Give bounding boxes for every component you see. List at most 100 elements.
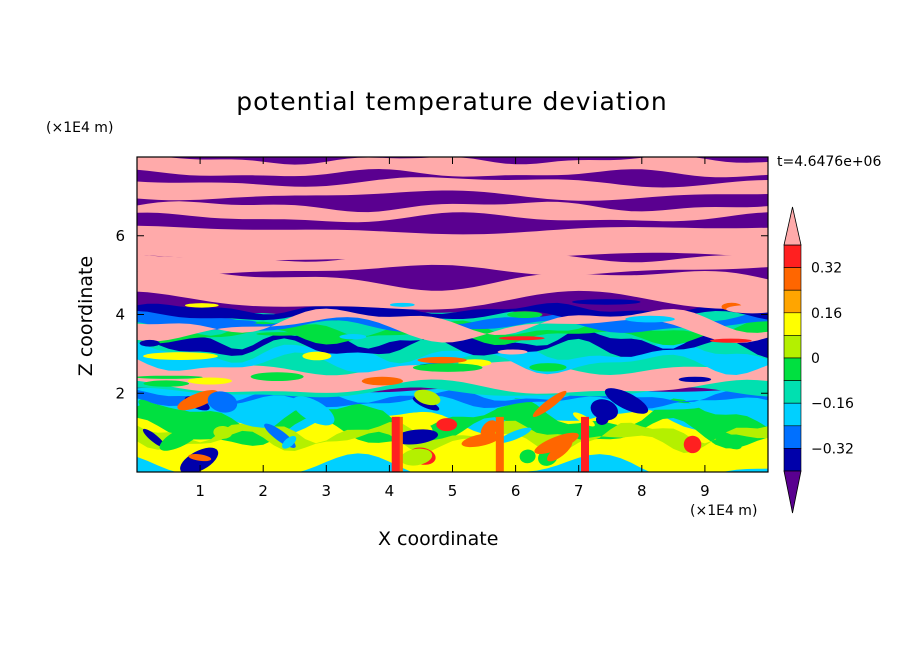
colorbar-bin: [783, 448, 802, 472]
colorbar-bin: [783, 380, 802, 404]
field-eddy: [461, 433, 501, 448]
field-eddy: [393, 429, 439, 445]
field-filament: [625, 315, 675, 323]
x-tick-label: 4: [385, 482, 395, 500]
field-filament: [572, 299, 641, 305]
field-band: [137, 308, 768, 343]
field-filament: [529, 363, 567, 372]
field-band: [137, 225, 768, 260]
x-tick-label: 5: [448, 482, 458, 500]
time-label: t=4.6476e+06: [777, 154, 882, 170]
field-eddy: [292, 396, 335, 426]
field-filament: [139, 339, 160, 347]
field-filament: [417, 356, 467, 364]
y-tick-label: 6: [115, 227, 125, 245]
field-eddy: [604, 388, 649, 414]
x-tick-label: 9: [700, 482, 710, 500]
field-filament: [187, 377, 232, 385]
colorbar-tick-label: 0.16: [811, 306, 842, 322]
colorbar-bin: [783, 335, 802, 359]
field-eddy: [177, 390, 219, 411]
colorbar-extend-top: [783, 206, 802, 246]
colorbar-extend-bottom: [783, 470, 802, 514]
field-plume: [391, 416, 400, 472]
field-eddy: [142, 428, 165, 448]
field-filament: [359, 298, 403, 302]
x-axis-label: X coordinate: [378, 528, 499, 550]
x-tick-label: 6: [511, 482, 521, 500]
x-tick-label: 1: [195, 482, 205, 500]
field-filament: [202, 319, 257, 325]
field-band: [137, 358, 768, 394]
field-plume: [495, 416, 504, 472]
x-tick-label: 2: [258, 482, 268, 500]
field-filament: [137, 375, 203, 379]
field-filament: [339, 334, 367, 340]
field-filament: [709, 338, 752, 343]
field-plume: [581, 416, 590, 472]
field-filament: [361, 376, 403, 386]
colorbar-bin: [783, 425, 802, 449]
colorbar-bin: [783, 244, 802, 268]
colorbar-tick-label: 0: [811, 351, 820, 367]
field-filament: [412, 363, 483, 372]
field-filament: [389, 302, 415, 307]
field-eddy: [532, 390, 567, 417]
field-filament: [143, 352, 218, 360]
field-eddy: [400, 448, 433, 466]
field-eddy: [683, 435, 702, 454]
field-eddy: [547, 440, 573, 462]
field-filament: [302, 351, 332, 361]
x-axis: 1 2 3 4 5 6 7 8 9: [195, 157, 710, 500]
colorbar-bin: [783, 357, 802, 381]
field-eddy: [436, 418, 458, 432]
field-filament: [507, 311, 543, 318]
field-eddy: [498, 427, 532, 443]
colorbar-bin: [783, 267, 802, 291]
x-tick-label: 7: [574, 482, 584, 500]
y-tick-label: 4: [115, 306, 125, 324]
field-eddy: [282, 435, 297, 449]
x-tick-label: 8: [637, 482, 647, 500]
field-filament: [498, 336, 545, 341]
field-eddy: [159, 424, 203, 451]
field-eddy: [714, 431, 742, 450]
colorbar-tick-label: −0.16: [811, 396, 854, 412]
colorbar-tick-label: −0.32: [811, 441, 854, 457]
x-tick-label: 3: [322, 482, 332, 500]
y-tick-label: 2: [115, 384, 125, 402]
field-band: [137, 252, 768, 276]
field-filament: [678, 376, 712, 383]
field-band: [137, 328, 768, 359]
colorbar-bin: [783, 289, 802, 314]
field-band: [137, 157, 768, 178]
field-filament: [250, 372, 304, 382]
field-eddy: [180, 447, 219, 472]
field-filament: [497, 349, 528, 355]
field-filament: [184, 303, 219, 308]
field-band: [137, 268, 768, 310]
y-axis: 2 4 6: [115, 227, 768, 402]
field-eddy: [590, 399, 619, 421]
field-filament: [726, 304, 768, 314]
colorbar: 0.32 0.16 0 −0.16 −0.32: [783, 206, 854, 514]
field-eddy: [207, 391, 238, 413]
field-filament: [143, 380, 190, 387]
chart-title: potential temperature deviation: [236, 87, 668, 116]
field-eddy: [414, 389, 441, 406]
colorbar-bin: [783, 402, 802, 427]
colorbar-bin: [783, 312, 802, 336]
field-eddy: [138, 399, 171, 424]
field-band: [137, 201, 768, 223]
field-layer: [137, 157, 768, 472]
field-band: [137, 177, 768, 201]
field-band: [137, 302, 768, 321]
field-eddy: [213, 426, 233, 439]
field-eddy: [534, 432, 579, 454]
field-eddy: [434, 454, 464, 464]
field-eddy: [519, 449, 536, 464]
field-eddy: [188, 454, 212, 462]
field-filament: [256, 332, 304, 336]
